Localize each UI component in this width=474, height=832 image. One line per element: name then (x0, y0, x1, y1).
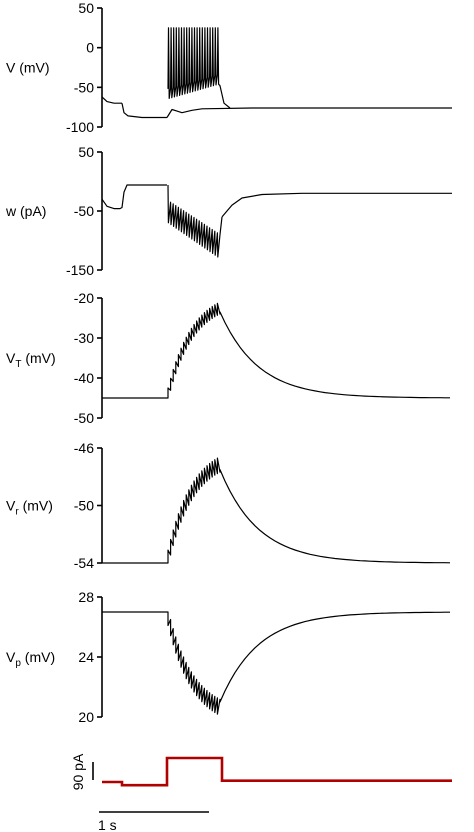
time-scale: 1 s (98, 811, 209, 832)
y-tick-label: -50 (74, 79, 94, 95)
y-axis-label: Vr (mV) (6, 498, 53, 518)
stimulus-panel: 90 pA (70, 753, 452, 790)
trace (167, 27, 231, 109)
time-scale-label: 1 s (98, 817, 117, 832)
trace (102, 457, 451, 564)
trace (101, 184, 452, 218)
panel-2: 50 -50 -150 w (pA) (5, 144, 452, 278)
stimulus-trace (102, 756, 452, 787)
y-tick-label: -20 (74, 290, 94, 306)
y-axis-label: V (mV) (6, 60, 50, 76)
trace (167, 185, 223, 258)
y-tick-label: 0 (86, 40, 94, 56)
y-tick-label: 28 (78, 589, 94, 605)
y-tick-label: -50 (74, 498, 94, 514)
y-tick-label: -40 (74, 370, 94, 386)
panels: 50 0 -50 -100 V (mV) 50 -50 -150 w (pA) -20 -30 -40… (5, 0, 452, 725)
y-tick-label: -54 (74, 555, 94, 571)
panel-1: 50 0 -50 -100 V (mV) (6, 0, 452, 135)
panel-3: -20 -30 -40 -50 VT (mV) (6, 290, 450, 426)
y-tick-label: 24 (78, 649, 94, 665)
panel-5: 28 24 20 Vp (mV) (6, 589, 450, 725)
y-tick-label: 50 (78, 0, 94, 16)
y-axis-label: w (pA) (5, 203, 46, 219)
y-tick-label: 20 (78, 709, 94, 725)
y-tick-label: -46 (74, 440, 94, 456)
y-axis-label: Vp (mV) (6, 649, 55, 669)
y-tick-label: -30 (74, 330, 94, 346)
panel-4: -46 -50 -54 Vr (mV) (6, 440, 451, 571)
current-scale-label: 90 pA (70, 753, 86, 790)
y-tick-label: 50 (78, 144, 94, 160)
y-tick-label: -50 (74, 203, 94, 219)
trace (102, 302, 450, 399)
y-axis-label: VT (mV) (6, 350, 56, 370)
y-tick-label: -50 (74, 410, 94, 426)
trace (101, 96, 452, 119)
y-tick-label: -150 (66, 262, 94, 278)
y-tick-label: -100 (66, 119, 94, 135)
trace (102, 611, 450, 715)
